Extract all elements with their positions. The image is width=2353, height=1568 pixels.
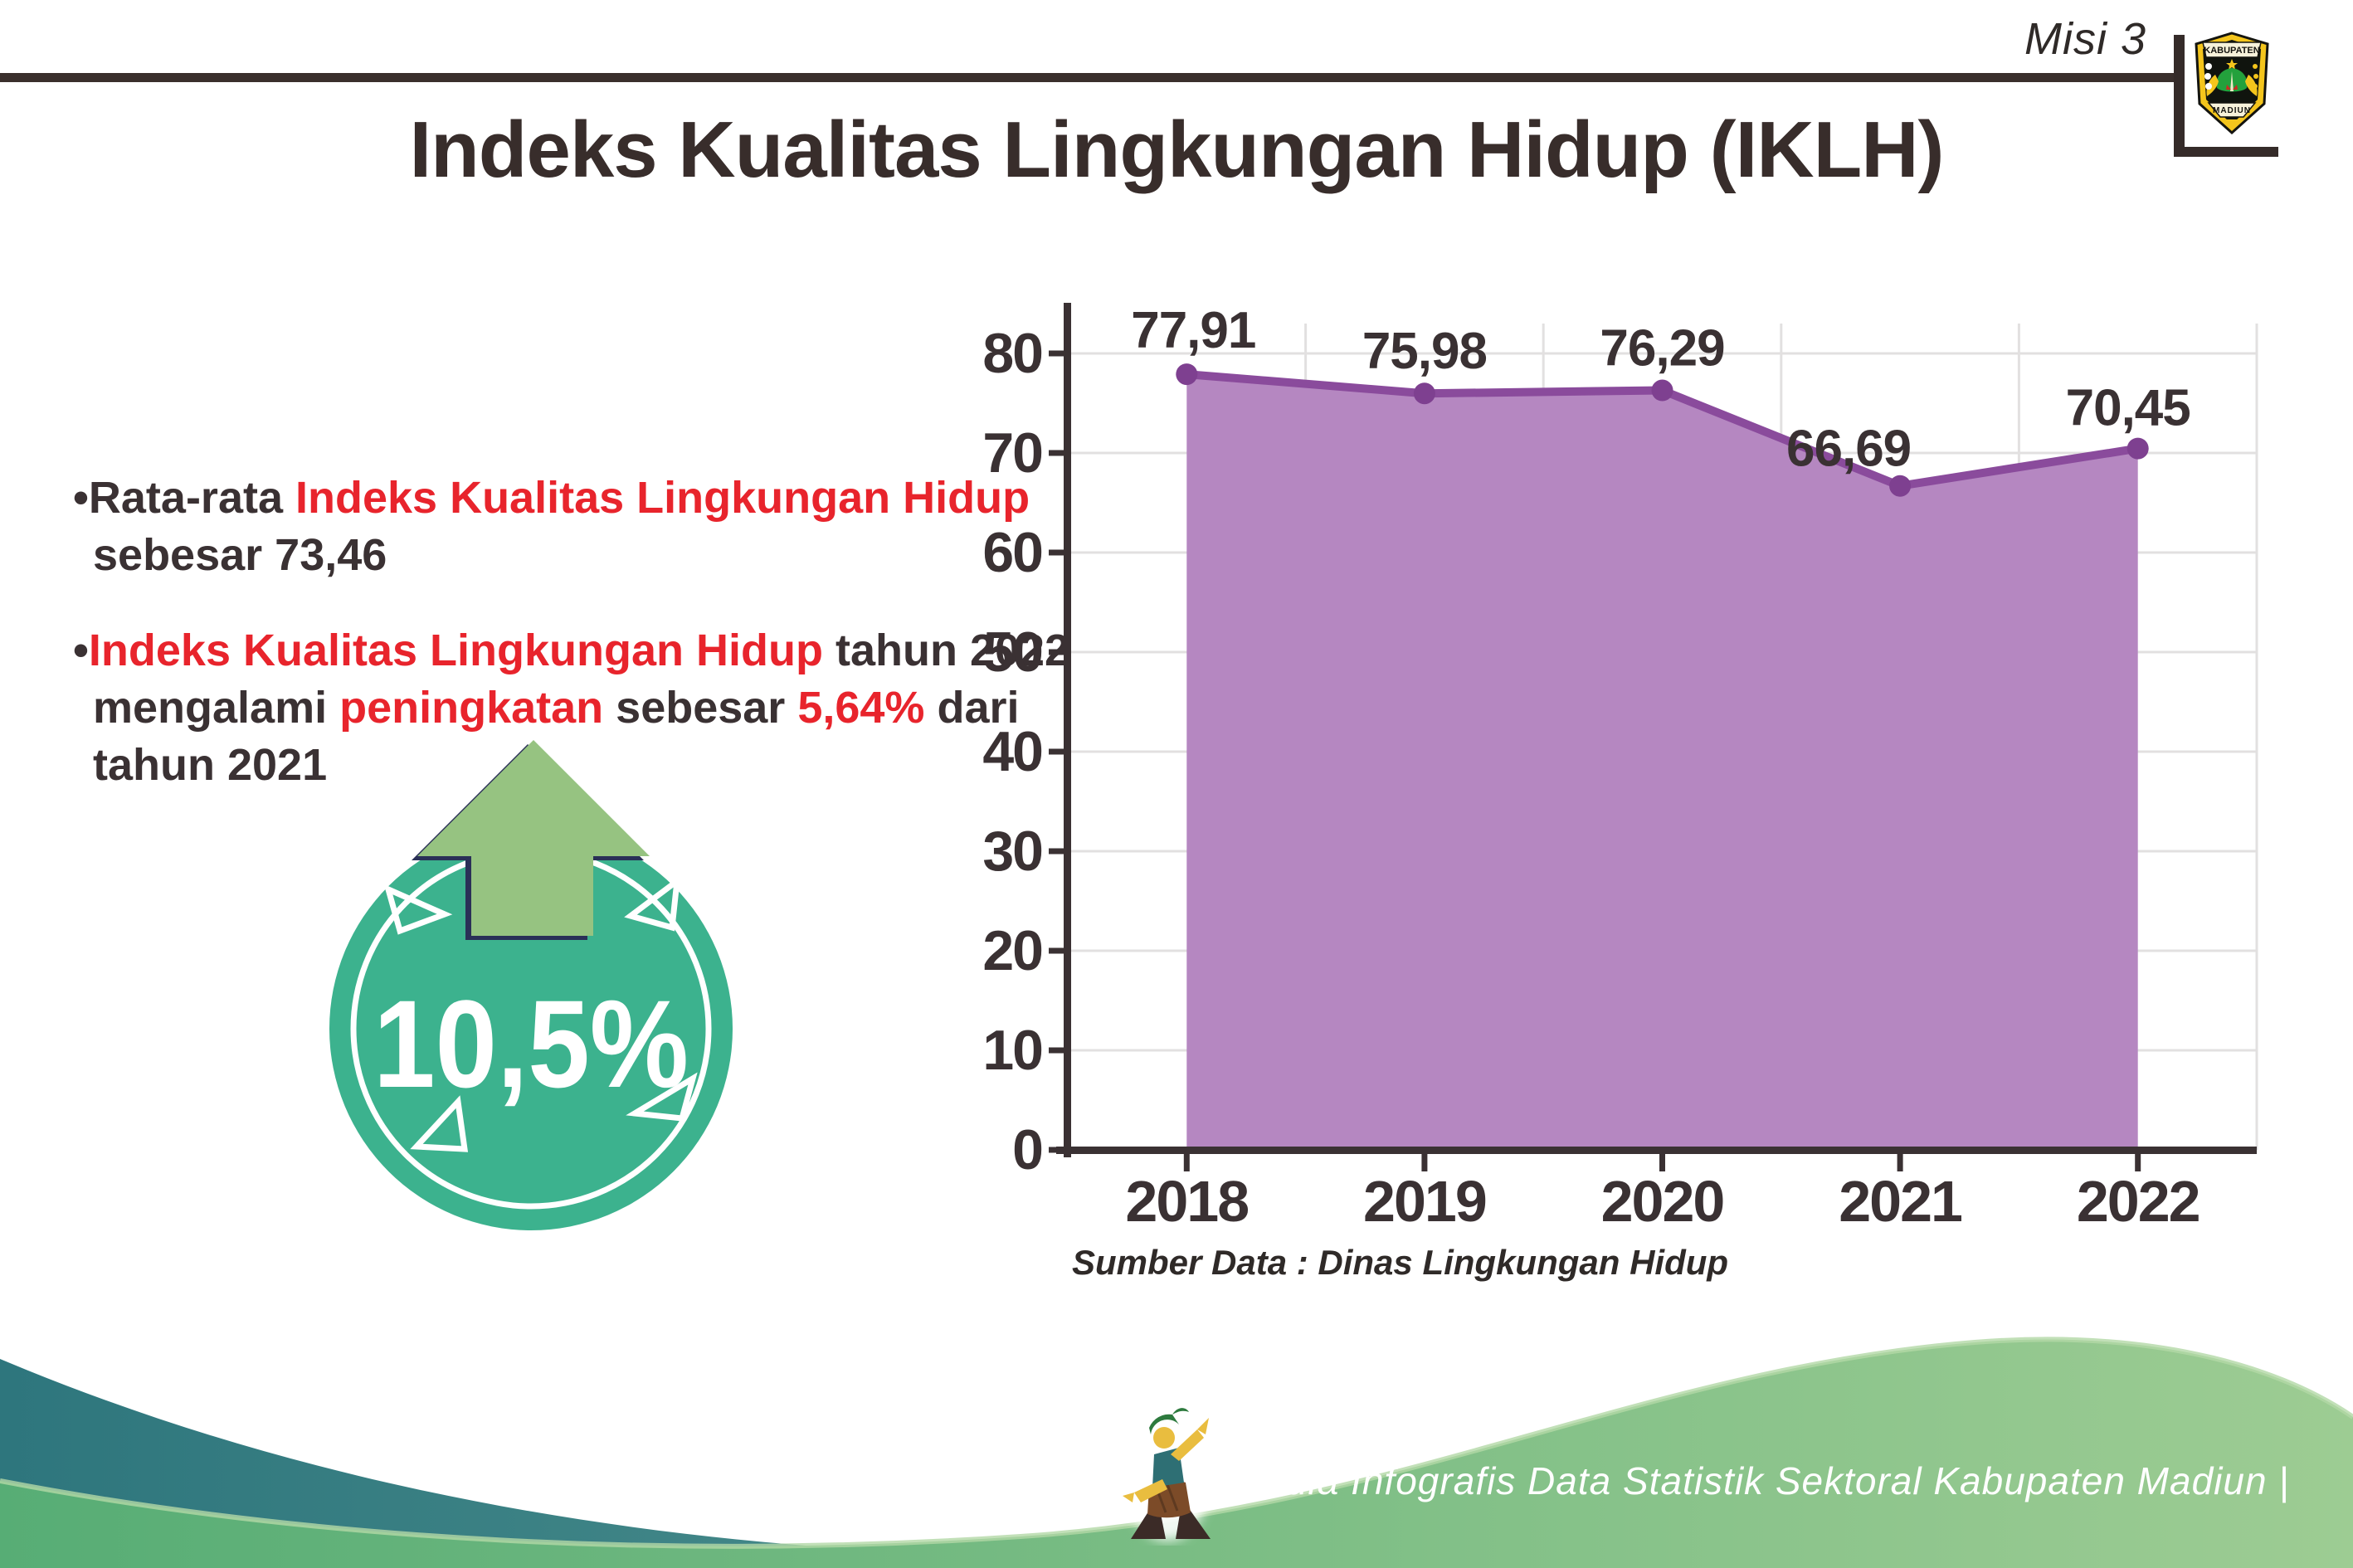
y-tick-label: 10 [982, 1019, 1042, 1082]
bullet-item-increase: •Indeks Kualitas Lingkungan Hidup tahun … [73, 622, 1069, 794]
bullet-dot: • [73, 473, 89, 523]
bullet-list: •Rata-rata Indeks Kualitas Lingkungan Hi… [73, 470, 1069, 795]
data-point-marker [1413, 382, 1435, 405]
data-point-marker [1176, 363, 1198, 386]
x-tick-label: 2022 [2077, 1169, 2200, 1234]
bullet2-text2: mengalami [93, 683, 340, 733]
logo-frame-horizontal [2174, 147, 2278, 157]
y-tick-label: 70 [982, 421, 1042, 485]
y-tick-label: 40 [982, 720, 1042, 783]
bullet1-highlight: Indeks Kualitas Lingkungan Hidup [295, 473, 1030, 523]
bullet2-highlight2: peningkatan [339, 683, 604, 733]
x-tick-label: 2019 [1363, 1169, 1486, 1234]
data-point-marker [1889, 475, 1912, 497]
header-rule [0, 73, 2175, 82]
y-axis [1064, 303, 1071, 1157]
bullet1-text: Rata-rata [88, 473, 295, 523]
logo-bottom-text: MADIUN [2213, 106, 2251, 115]
bullet2-highlight3: 5,64% [797, 683, 925, 733]
bullet2-text1: tahun 2022 [822, 626, 1070, 676]
y-tick-label: 0 [1012, 1118, 1042, 1181]
data-point-label: 76,29 [1600, 320, 1724, 377]
accent-triangle [410, 1095, 469, 1152]
page-title: Indeks Kualitas Lingkungan Hidup (IKLH) [409, 105, 1944, 194]
area-shape [1186, 374, 2138, 1150]
bullet2-text5: tahun 2021 [93, 740, 328, 791]
y-tick-label: 20 [982, 919, 1042, 982]
y-tick-label: 50 [982, 621, 1042, 684]
kabupaten-madiun-logo-icon: KABUPATEN MADIUN [2195, 32, 2269, 134]
badge-value: 10,5% [373, 974, 689, 1113]
bullet1-text2: sebesar 73,46 [93, 530, 387, 581]
logo-frame-vertical [2174, 35, 2185, 157]
source-note: Sumber Data : Dinas Lingkungan Hidup [1072, 1243, 1729, 1282]
y-tick-label: 30 [982, 820, 1042, 883]
data-point-label: 66,69 [1786, 421, 1911, 478]
bullet2-text3: sebesar [603, 683, 798, 733]
misi-label: Misi 3 [2024, 14, 2147, 64]
data-point-label: 75,98 [1362, 323, 1487, 380]
green-wave [0, 1339, 2353, 1568]
footer-wave [0, 1337, 2353, 1568]
data-point-label: 70,45 [2066, 380, 2190, 437]
footer-caption: Media Infografis Data Statistik Sektoral… [1231, 1459, 2290, 1502]
data-point-marker [2126, 437, 2149, 460]
iklh-area-chart: 77,91 75,98 76,29 66,69 70,45 0 10 20 30 40 50 60 70… [982, 302, 2258, 1234]
accent-triangle [626, 1072, 698, 1122]
accent-triangle [383, 884, 453, 935]
bullet-item-average: •Rata-rata Indeks Kualitas Lingkungan Hi… [73, 470, 1035, 584]
y-tick-label: 80 [982, 322, 1042, 385]
x-tick-label: 2021 [1839, 1169, 1961, 1234]
bullet2-highlight1: Indeks Kualitas Lingkungan Hidup [88, 626, 823, 676]
mascot-icon [1123, 1408, 1211, 1541]
x-axis [1056, 1147, 2257, 1154]
logo-top-text: KABUPATEN [2204, 46, 2259, 56]
y-tick-label: 60 [982, 521, 1042, 584]
data-point-label: 77,91 [1131, 302, 1255, 359]
accent-triangle [624, 874, 681, 932]
increase-badge: 10,5% [329, 740, 733, 1230]
wave-seam [0, 1337, 2353, 1549]
bullet-dot: • [73, 626, 89, 676]
data-point-marker [1651, 379, 1673, 402]
bullet2-text4: dari [924, 683, 1020, 733]
up-arrow-icon [417, 740, 650, 936]
x-tick-label: 2020 [1601, 1169, 1724, 1234]
x-tick-label: 2018 [1125, 1169, 1248, 1234]
